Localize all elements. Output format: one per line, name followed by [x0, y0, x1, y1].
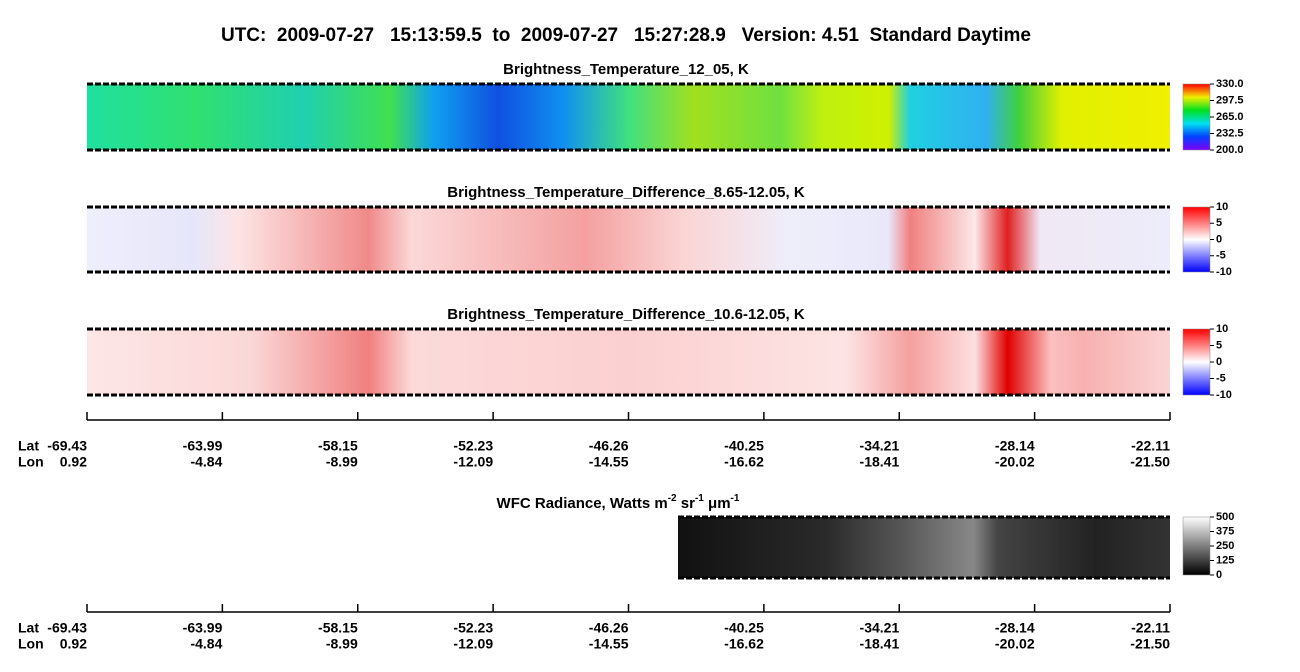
main-title: UTC: 2009-07-27 15:13:59.5 to 2009-07-27…: [221, 25, 1031, 46]
lat-tick-label: -63.99: [183, 438, 223, 454]
title-part: -1: [695, 493, 704, 504]
colorbar-tick-label: 330.0: [1216, 78, 1244, 90]
colorbar-tick-label: 0: [1216, 569, 1222, 581]
panel-title: Brightness_Temperature_12_05, K: [503, 61, 749, 78]
title-part: -2: [668, 493, 677, 504]
lat-tick-label: -40.25: [724, 620, 764, 636]
lon-tick-label: -14.55: [589, 454, 629, 470]
colorbar-tick-label: 125: [1216, 554, 1234, 566]
lon-tick-label: -16.62: [724, 636, 764, 652]
lon-tick-label: -16.62: [724, 454, 764, 470]
colorbar: [1182, 328, 1211, 396]
lon-tick-label: -20.02: [995, 454, 1035, 470]
row-label: Lon: [18, 636, 44, 652]
lon-tick-label: -8.99: [326, 454, 358, 470]
lat-tick-label: -34.21: [860, 620, 900, 636]
lon-tick-label: -20.02: [995, 636, 1035, 652]
lat-tick-label: -58.15: [318, 438, 358, 454]
lon-tick-label: 0.92: [60, 454, 87, 470]
colorbar-tick-label: 0: [1216, 356, 1222, 368]
colorbar-tick-label: 250: [1216, 540, 1234, 552]
lat-tick-label: -69.43: [47, 620, 87, 636]
colorbar-tick-label: 0: [1216, 233, 1222, 245]
colorbar: [1182, 206, 1211, 273]
lat-tick-label: -63.99: [183, 620, 223, 636]
colorbar-tick-label: 5: [1216, 217, 1222, 229]
colorbar-tick-label: 5: [1216, 339, 1222, 351]
image-strip: [87, 84, 1170, 150]
lon-tick-label: -8.99: [326, 636, 358, 652]
colorbar-tick-label: -5: [1216, 250, 1226, 262]
lat-tick-label: -40.25: [724, 438, 764, 454]
lon-tick-label: -4.84: [190, 454, 222, 470]
colorbar: [1182, 83, 1211, 151]
title-part: sr: [677, 495, 696, 512]
title-part: -1: [731, 493, 740, 504]
panel-title: WFC Radiance, Watts m-2 sr-1 μm-1: [497, 493, 740, 512]
title-part: μm: [704, 495, 731, 512]
lon-tick-label: 0.92: [60, 636, 87, 652]
lat-tick-label: -52.23: [453, 438, 493, 454]
lon-tick-label: -18.41: [860, 636, 900, 652]
colorbar-tick-label: -10: [1216, 266, 1232, 278]
lat-tick-label: -52.23: [453, 620, 493, 636]
colorbar-tick-label: 375: [1216, 525, 1234, 537]
colorbar-tick-label: -5: [1216, 372, 1226, 384]
lat-tick-label: -46.26: [589, 620, 629, 636]
lon-tick-label: -12.09: [453, 636, 493, 652]
lat-tick-label: -69.43: [47, 438, 87, 454]
lon-tick-label: -4.84: [190, 636, 222, 652]
colorbar: [1182, 516, 1211, 576]
lat-tick-label: -28.14: [995, 620, 1035, 636]
lat-tick-label: -28.14: [995, 438, 1035, 454]
lon-tick-label: -18.41: [860, 454, 900, 470]
lon-tick-label: -12.09: [453, 454, 493, 470]
title-part: WFC Radiance, Watts m: [497, 495, 668, 512]
panel-title: Brightness_Temperature_Difference_8.65-1…: [447, 184, 805, 201]
lat-tick-label: -34.21: [860, 438, 900, 454]
panel-title: Brightness_Temperature_Difference_10.6-1…: [447, 306, 805, 323]
lat-tick-label: -22.11: [1131, 620, 1170, 636]
colorbar-tick-label: -10: [1216, 389, 1232, 401]
lat-tick-label: -46.26: [589, 438, 629, 454]
image-strip: [87, 207, 1170, 272]
row-label: Lon: [18, 454, 44, 470]
colorbar-tick-label: 297.5: [1216, 94, 1244, 106]
lon-tick-label: -21.50: [1130, 454, 1170, 470]
colorbar-tick-label: 265.0: [1216, 111, 1244, 123]
lon-tick-label: -21.50: [1130, 636, 1170, 652]
image-strip: [678, 517, 1170, 578]
colorbar-tick-label: 200.0: [1216, 144, 1244, 156]
lon-tick-label: -14.55: [589, 636, 629, 652]
lat-tick-label: -58.15: [318, 620, 358, 636]
lat-tick-label: -22.11: [1131, 438, 1170, 454]
row-label: Lat: [18, 438, 39, 454]
row-label: Lat: [18, 620, 39, 636]
colorbar-tick-label: 500: [1216, 511, 1234, 523]
image-strip: [87, 329, 1170, 395]
colorbar-tick-label: 232.5: [1216, 127, 1244, 139]
colorbar-tick-label: 10: [1216, 323, 1228, 335]
colorbar-tick-label: 10: [1216, 201, 1228, 213]
